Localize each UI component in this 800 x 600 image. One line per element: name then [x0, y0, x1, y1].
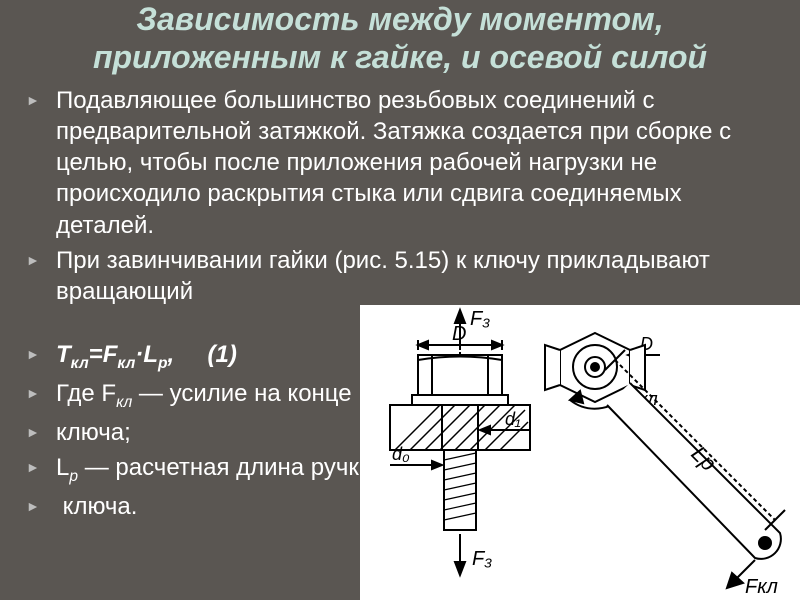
label-Fkl: Fкл: [745, 576, 778, 598]
label-d0: d₀: [392, 444, 410, 464]
label-f3-bottom: F₃: [472, 548, 492, 570]
label-d1: d₁: [505, 409, 521, 429]
figure-5-15: F₃ D: [360, 305, 800, 600]
label-D: D: [452, 323, 466, 345]
slide-title: Зависимость между моментом, приложенным …: [0, 0, 800, 77]
bullet-0: Подавляющее большинство резьбовых соедин…: [36, 85, 780, 241]
bullet-1: При завинчивании гайки (рис. 5.15) к клю…: [36, 245, 780, 307]
wrench-bolt-diagram: F₃ D: [360, 305, 800, 600]
label-f3-top: F₃: [470, 308, 490, 330]
